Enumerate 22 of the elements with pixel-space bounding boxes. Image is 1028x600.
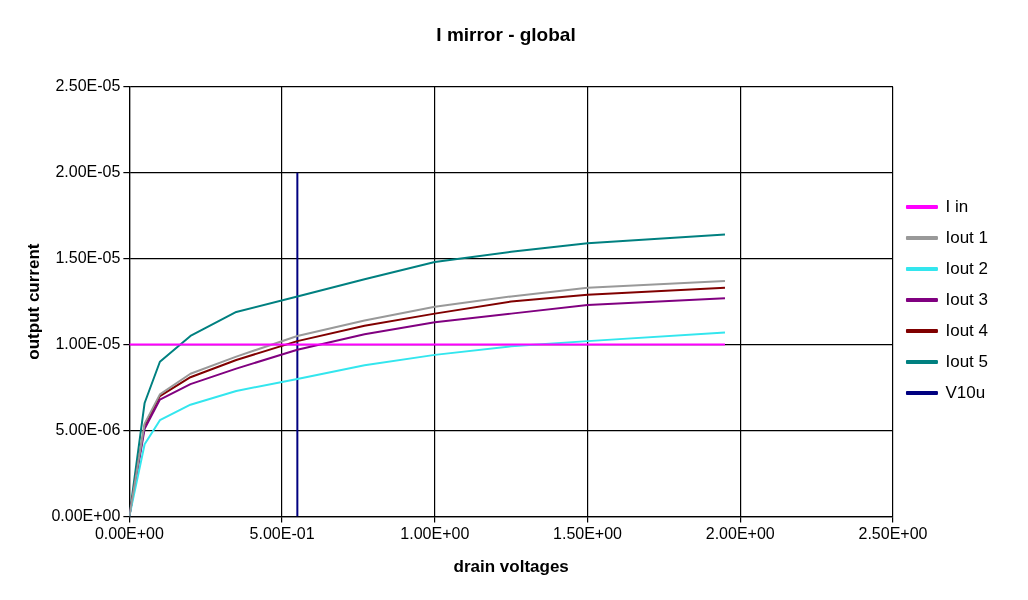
x-tick-label: 2.00E+00 xyxy=(705,525,775,543)
y-tick-label: 1.00E-05 xyxy=(55,334,121,352)
legend-label: V10u xyxy=(945,382,986,402)
x-tick-label: 0.00E+00 xyxy=(94,525,164,543)
y-tick-label: 1.50E-05 xyxy=(55,249,121,267)
x-axis-title: drain voltages xyxy=(453,557,569,577)
x-tick-label: 1.00E+00 xyxy=(400,525,470,543)
x-tick-label: 5.00E-01 xyxy=(249,525,315,543)
legend-label: Iout 1 xyxy=(945,227,989,247)
y-tick-label: 0.00E+00 xyxy=(51,506,121,524)
y-tick-label: 2.00E-05 xyxy=(55,163,121,181)
y-tick-label: 2.50E-05 xyxy=(55,77,121,95)
legend-label: Iout 3 xyxy=(945,289,989,309)
legend-label: Iout 4 xyxy=(945,320,989,340)
x-tick-label: 2.50E+00 xyxy=(858,525,928,543)
legend-label: Iout 5 xyxy=(945,351,989,371)
y-tick-label: 5.00E-06 xyxy=(55,420,121,438)
chart-title: I mirror - global xyxy=(436,23,576,45)
y-axis-title: output current xyxy=(23,243,43,360)
legend-label: Iout 2 xyxy=(945,258,989,278)
legend-label: I in xyxy=(945,196,969,216)
x-tick-label: 1.50E+00 xyxy=(553,525,623,543)
